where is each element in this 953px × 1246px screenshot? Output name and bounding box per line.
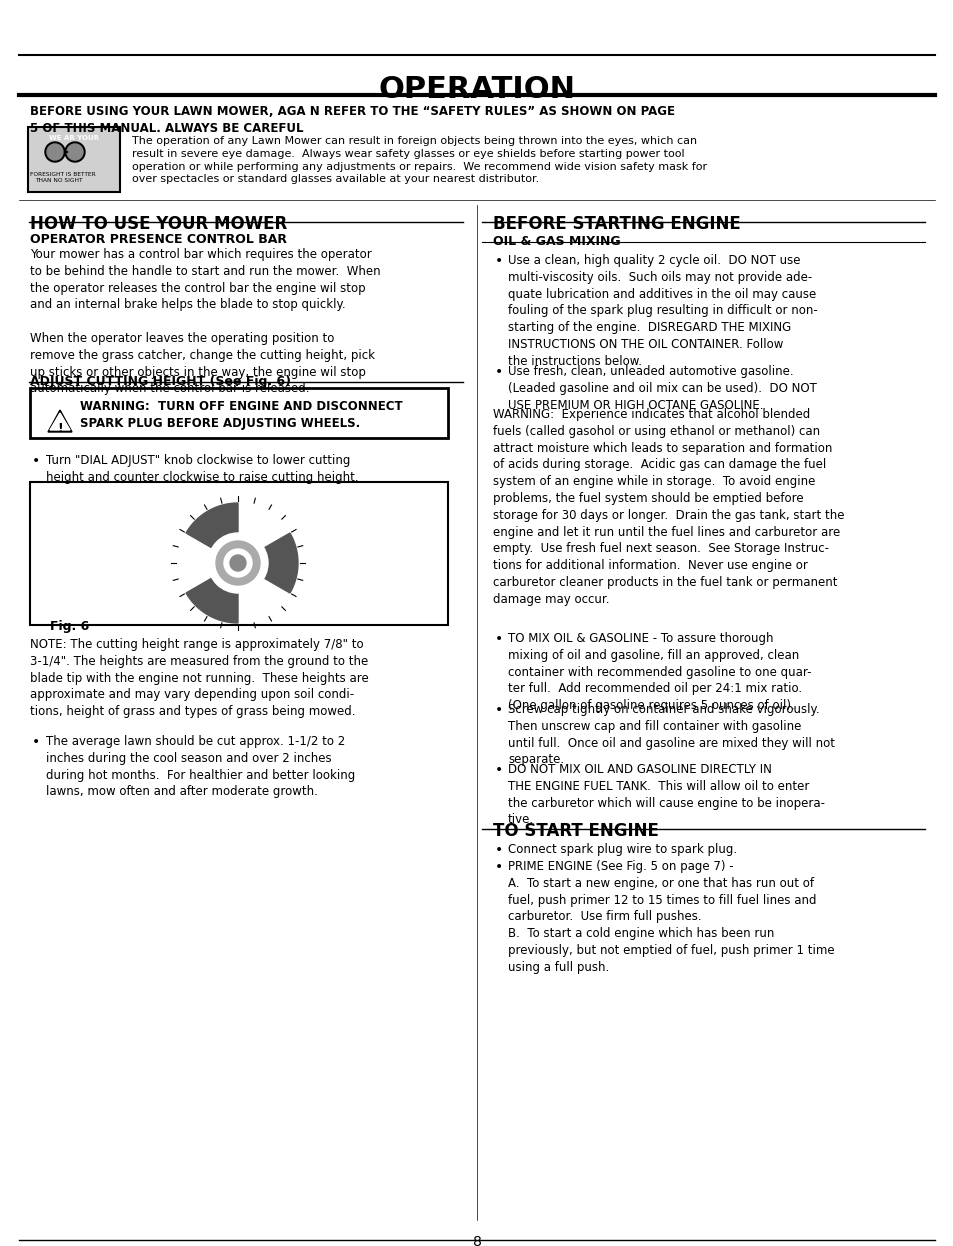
Text: PRIME ENGINE (See Fig. 5 on page 7) -
A.  To start a new engine, or one that has: PRIME ENGINE (See Fig. 5 on page 7) - A.… [507, 860, 834, 974]
Polygon shape [186, 563, 237, 623]
Text: OPERATION: OPERATION [378, 75, 575, 103]
Circle shape [45, 142, 65, 162]
Text: DO NOT MIX OIL AND GASOLINE DIRECTLY IN
THE ENGINE FUEL TANK.  This will allow o: DO NOT MIX OIL AND GASOLINE DIRECTLY IN … [507, 763, 824, 826]
Text: Your mower has a control bar which requires the operator
to be behind the handle: Your mower has a control bar which requi… [30, 248, 380, 395]
Text: •: • [495, 632, 503, 645]
Text: WARNING:  TURN OFF ENGINE AND DISCONNECT
SPARK PLUG BEFORE ADJUSTING WHEELS.: WARNING: TURN OFF ENGINE AND DISCONNECT … [80, 400, 402, 430]
Text: FORESIGHT IS BETTER: FORESIGHT IS BETTER [30, 172, 95, 177]
Text: 8: 8 [472, 1235, 481, 1246]
Text: Turn "DIAL ADJUST" knob clockwise to lower cutting
height and counter clockwise : Turn "DIAL ADJUST" knob clockwise to low… [46, 454, 358, 483]
Text: Use fresh, clean, unleaded automotive gasoline.
(Leaded gasoline and oil mix can: Use fresh, clean, unleaded automotive ga… [507, 365, 816, 411]
Text: ADJUST CUTTING HEIGHT (See Fig. 6): ADJUST CUTTING HEIGHT (See Fig. 6) [30, 375, 291, 388]
Text: WE AR YOUR: WE AR YOUR [49, 135, 99, 141]
Text: Screw cap tightly on container and shake vigorously.
Then unscrew cap and fill c: Screw cap tightly on container and shake… [507, 703, 834, 766]
Circle shape [208, 533, 268, 593]
Text: •: • [495, 703, 503, 716]
Polygon shape [237, 533, 297, 593]
Polygon shape [48, 410, 71, 432]
Text: •: • [495, 254, 503, 268]
Text: !: ! [57, 422, 63, 435]
Bar [28, 127, 120, 192]
Text: THAN NO SIGHT: THAN NO SIGHT [35, 178, 82, 183]
Text: BEFORE STARTING ENGINE: BEFORE STARTING ENGINE [493, 216, 740, 233]
Text: Use a clean, high quality 2 cycle oil.  DO NOT use
multi-viscosity oils.  Such o: Use a clean, high quality 2 cycle oil. D… [507, 254, 817, 368]
Text: •: • [32, 735, 40, 749]
Circle shape [47, 145, 63, 159]
Text: •: • [495, 763, 503, 778]
Text: The operation of any Lawn Mower can result in foreign objects being thrown into : The operation of any Lawn Mower can resu… [132, 136, 706, 184]
Text: Fig. 6: Fig. 6 [50, 621, 90, 633]
Text: OPERATOR PRESENCE CONTROL BAR: OPERATOR PRESENCE CONTROL BAR [30, 233, 287, 245]
Text: •: • [495, 860, 503, 873]
Text: HOW TO USE YOUR MOWER: HOW TO USE YOUR MOWER [30, 216, 287, 233]
Text: The average lawn should be cut approx. 1-1/2 to 2
inches during the cool season : The average lawn should be cut approx. 1… [46, 735, 355, 799]
Text: •: • [495, 365, 503, 379]
Text: BEFORE USING YOUR LAWN MOWER, AGA N REFER TO THE “SAFETY RULES” AS SHOWN ON PAGE: BEFORE USING YOUR LAWN MOWER, AGA N REFE… [30, 105, 675, 135]
Text: •: • [495, 844, 503, 857]
Polygon shape [186, 503, 237, 563]
Text: WARNING:  Experience indicates that alcohol blended
fuels (called gasohol or usi: WARNING: Experience indicates that alcoh… [493, 407, 843, 606]
Text: Connect spark plug wire to spark plug.: Connect spark plug wire to spark plug. [507, 844, 737, 856]
Circle shape [65, 142, 85, 162]
Text: •: • [32, 454, 40, 468]
Circle shape [67, 145, 83, 159]
Circle shape [215, 541, 260, 586]
Text: TO MIX OIL & GASOLINE - To assure thorough
mixing of oil and gasoline, fill an a: TO MIX OIL & GASOLINE - To assure thorou… [507, 632, 811, 713]
Text: OIL & GAS MIXING: OIL & GAS MIXING [493, 235, 620, 248]
Polygon shape [50, 412, 70, 430]
Text: TO START ENGINE: TO START ENGINE [493, 822, 659, 840]
Bar [30, 388, 448, 439]
Circle shape [230, 554, 246, 571]
Text: NOTE: The cutting height range is approximately 7/8" to
3-1/4". The heights are : NOTE: The cutting height range is approx… [30, 638, 369, 718]
Bar [30, 482, 448, 625]
Circle shape [224, 549, 252, 577]
